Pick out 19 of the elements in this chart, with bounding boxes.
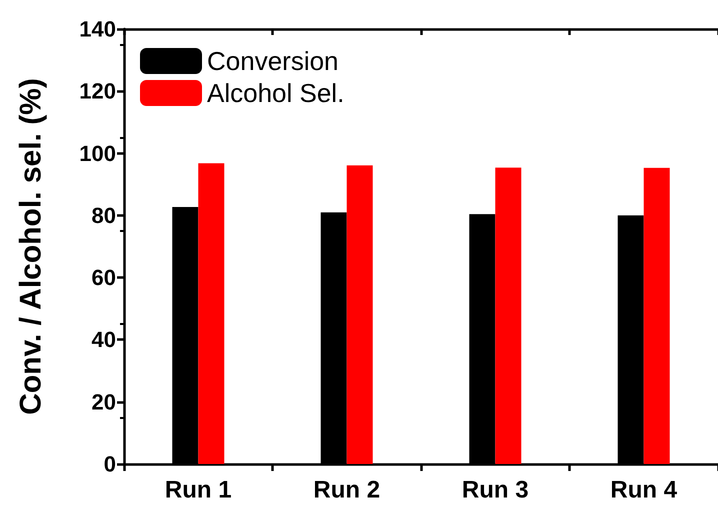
x-tick-label: Run 1 bbox=[164, 476, 232, 504]
y-tick-label: 80 bbox=[92, 202, 116, 228]
y-axis-title: Conv. / Alcohol. sel. (%) bbox=[14, 78, 48, 415]
bar bbox=[644, 168, 670, 464]
x-tick-label: Run 3 bbox=[462, 476, 529, 504]
bar bbox=[198, 163, 224, 464]
y-tick-label: 40 bbox=[92, 327, 116, 352]
y-tick-label: 60 bbox=[92, 265, 116, 290]
legend-label: Conversion bbox=[207, 46, 339, 76]
y-tick-label: 140 bbox=[79, 16, 116, 42]
y-tick-label: 0 bbox=[104, 452, 116, 476]
x-tick-label: Run 2 bbox=[313, 476, 380, 504]
y-tick-label: 100 bbox=[79, 140, 116, 166]
legend-label: Alcohol Sel. bbox=[207, 78, 344, 108]
bar bbox=[346, 165, 373, 464]
y-tick-label: 120 bbox=[79, 78, 116, 104]
bar bbox=[495, 168, 522, 464]
y-tick-label: 20 bbox=[92, 389, 116, 414]
x-tick-label: Run 4 bbox=[610, 476, 678, 504]
